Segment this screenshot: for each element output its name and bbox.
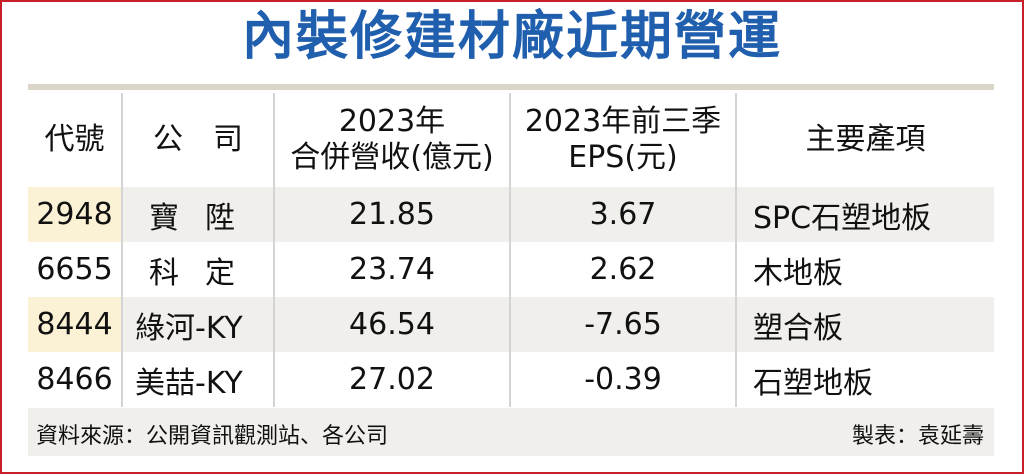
cell-code: 2948 <box>28 187 122 242</box>
table-row: 8444 綠河-KY 46.54 -7.65 塑合板 <box>28 297 994 352</box>
cell-revenue: 23.74 <box>273 242 510 297</box>
cell-eps: -7.65 <box>509 297 736 352</box>
header-eps-line2: EPS(元) <box>568 140 678 175</box>
cell-eps: 2.62 <box>509 242 736 297</box>
credit-note: 製表：袁延壽 <box>851 424 984 449</box>
operations-table-container: 代號 公 司 2023年 合併營收(億元) 2023年前三季 EPS(元) 主要… <box>28 93 994 407</box>
cell-revenue: 21.85 <box>273 187 510 242</box>
cell-code: 8466 <box>36 362 113 397</box>
cell-company: 綠河-KY <box>121 297 274 352</box>
cell-products: SPC石塑地板 <box>735 187 994 242</box>
header-eps-line1: 2023年前三季 <box>524 104 722 139</box>
table-row: 6655 科定 23.74 2.62 木地板 <box>28 242 994 297</box>
page-title: 內裝修建材廠近期營運 <box>241 7 782 67</box>
table-footer: 資料來源：公開資訊觀測站、各公司 製表：袁延壽 <box>28 408 994 456</box>
cell-code: 8444 <box>28 297 122 352</box>
cell-products: 木地板 <box>735 242 994 297</box>
cell-company: 美喆-KY <box>121 352 274 407</box>
cell-code: 6655 <box>36 252 113 287</box>
table-row: 2948 寶陞 21.85 3.67 SPC石塑地板 <box>28 187 994 242</box>
header-code: 代號 <box>44 122 105 157</box>
source-note: 資料來源：公開資訊觀測站、各公司 <box>36 424 389 449</box>
header-revenue-line1: 2023年 <box>338 104 446 139</box>
header-revenue-line2: 合併營收(億元) <box>290 140 494 175</box>
cell-products: 石塑地板 <box>735 352 994 407</box>
cell-company: 科定 <box>121 242 274 297</box>
title-divider <box>28 84 994 90</box>
header-products: 主要產項 <box>735 93 994 187</box>
cell-products: 塑合板 <box>735 297 994 352</box>
cell-eps: 3.67 <box>509 187 736 242</box>
header-eps: 2023年前三季 EPS(元) <box>509 93 736 187</box>
table-header-row: 代號 公 司 2023年 合併營收(億元) 2023年前三季 EPS(元) 主要… <box>28 93 994 187</box>
table-row: 8466 美喆-KY 27.02 -0.39 石塑地板 <box>28 352 994 407</box>
cell-revenue: 46.54 <box>273 297 510 352</box>
header-company: 公 司 <box>121 93 274 187</box>
cell-revenue: 27.02 <box>273 352 510 407</box>
operations-table: 代號 公 司 2023年 合併營收(億元) 2023年前三季 EPS(元) 主要… <box>28 93 994 407</box>
cell-company: 寶陞 <box>121 187 274 242</box>
header-revenue: 2023年 合併營收(億元) <box>273 93 510 187</box>
cell-eps: -0.39 <box>509 352 736 407</box>
